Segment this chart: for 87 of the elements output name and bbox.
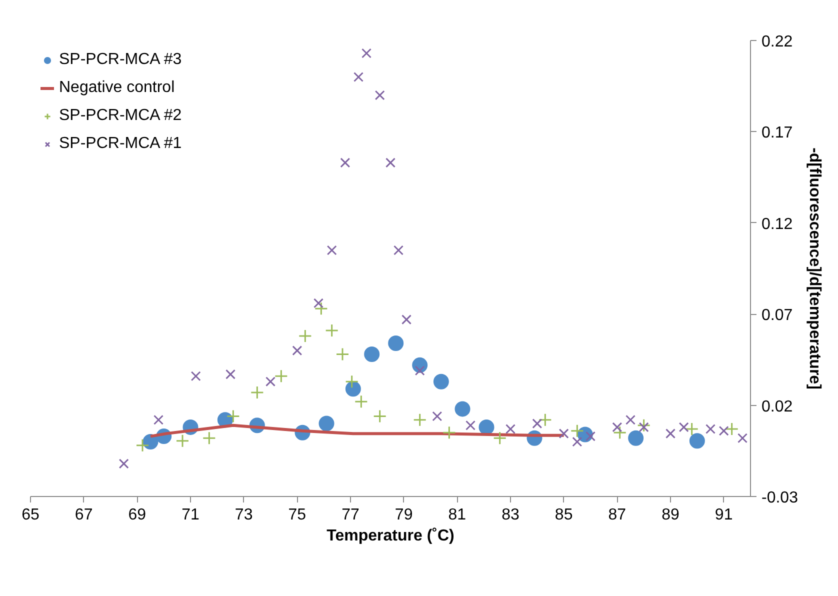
x-tick-label: 69 [128, 506, 146, 524]
point [314, 298, 324, 308]
y-tick-label: 0.02 [762, 398, 793, 416]
point [738, 433, 748, 444]
x-tick-label: 83 [502, 506, 520, 524]
x-tick-label: 87 [608, 506, 626, 524]
legend-label: SP-PCR-MCA #1 [59, 135, 182, 153]
point [394, 245, 404, 256]
x-tick-label: 67 [74, 506, 93, 524]
point [628, 430, 644, 446]
point [136, 438, 150, 452]
point [292, 346, 302, 356]
x-tick-label: 75 [288, 506, 306, 524]
point [318, 416, 334, 432]
x-tick-label: 91 [714, 506, 733, 524]
point [374, 90, 385, 100]
point [558, 428, 569, 439]
point [336, 347, 350, 361]
point [402, 314, 412, 325]
point [532, 418, 542, 429]
point [432, 411, 442, 422]
point [433, 374, 449, 390]
point [442, 426, 456, 440]
point [354, 394, 368, 408]
point [314, 302, 328, 316]
point [373, 409, 387, 423]
point [345, 374, 359, 388]
y-tick-label: 0.22 [762, 34, 793, 50]
point [478, 419, 494, 435]
y-tick-label: 0.07 [762, 307, 793, 324]
point [572, 436, 582, 447]
legend-label: SP-PCR-MCA #2 [59, 107, 182, 125]
point [266, 376, 276, 387]
point [638, 422, 649, 432]
y-tick-label: 0.12 [762, 216, 793, 233]
point [725, 422, 739, 436]
legend-label: Negative control [59, 79, 175, 97]
x-tick-label: 79 [394, 506, 413, 524]
x-tick-label: 71 [182, 506, 200, 524]
point [154, 414, 164, 425]
point [706, 424, 716, 434]
point [506, 424, 516, 434]
x-axis-title: Temperature (˚C) [326, 528, 454, 544]
point [226, 369, 236, 380]
x-tick-label: 77 [342, 506, 360, 524]
point [250, 386, 264, 400]
point [386, 158, 396, 168]
point [362, 48, 372, 58]
x-tick-label: 89 [662, 506, 680, 524]
point [413, 413, 427, 427]
point [354, 72, 364, 82]
point [570, 424, 584, 438]
x-tick-label: 65 [22, 506, 40, 524]
y-tick-label: 0.17 [762, 124, 793, 142]
point [176, 434, 190, 448]
point [325, 324, 339, 338]
point [689, 433, 705, 449]
point [345, 381, 361, 397]
point [340, 158, 350, 168]
point [364, 346, 380, 362]
point [226, 409, 240, 423]
point [493, 431, 507, 445]
point [626, 414, 636, 425]
point [414, 366, 425, 376]
point [666, 428, 676, 439]
point [637, 418, 651, 432]
point [718, 426, 729, 436]
point [538, 413, 552, 427]
point [454, 401, 470, 417]
point [298, 329, 312, 343]
point [202, 431, 216, 445]
y-tick-label: -0.03 [762, 490, 798, 506]
x-tick-label: 81 [448, 506, 466, 524]
point [190, 371, 201, 382]
point [466, 420, 476, 430]
point [678, 422, 689, 432]
point [613, 426, 627, 440]
x-tick-label: 73 [234, 506, 253, 524]
point [118, 458, 129, 469]
x-tick-label: 85 [554, 506, 573, 524]
point [326, 245, 337, 256]
legend-label: SP-PCR-MCA #3 [59, 51, 182, 69]
point [388, 336, 404, 352]
point [612, 422, 622, 432]
point [685, 422, 699, 436]
point [274, 369, 288, 383]
y-axis-title: -d[fluorescence]/d[temperature] [806, 148, 823, 390]
